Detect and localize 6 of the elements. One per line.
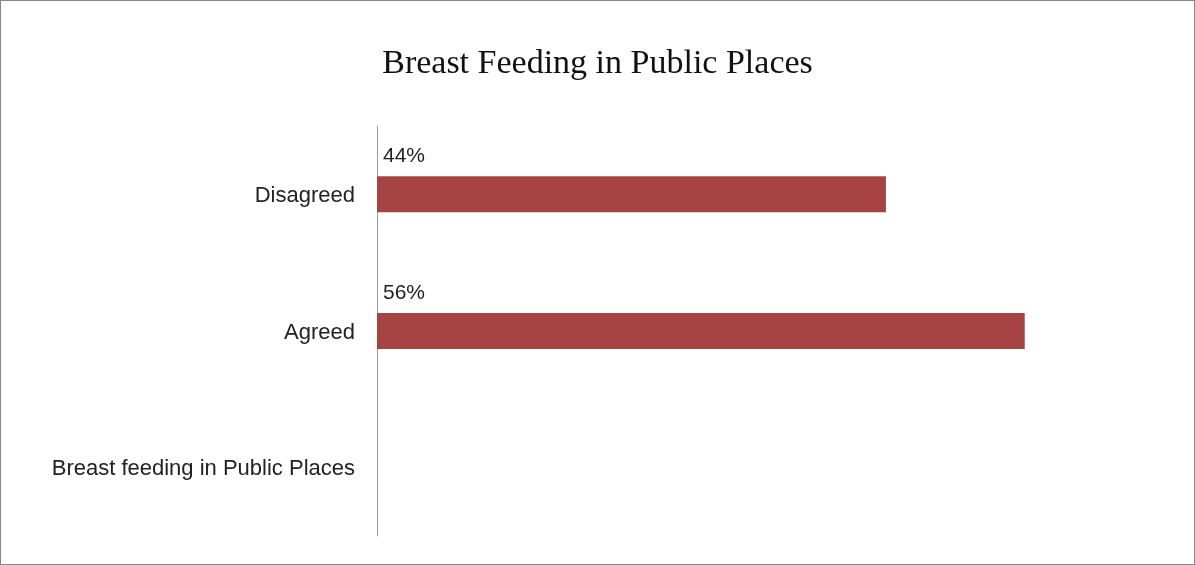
y-tick-label: Breast feeding in Public Places <box>51 455 355 481</box>
y-tick-label: Disagreed <box>254 181 355 207</box>
y-tick-label: Agreed <box>284 318 355 344</box>
chart-title: Breast Feeding in Public Places <box>382 42 813 80</box>
data-label: 44% <box>383 143 426 167</box>
data-label: 56% <box>383 280 426 303</box>
